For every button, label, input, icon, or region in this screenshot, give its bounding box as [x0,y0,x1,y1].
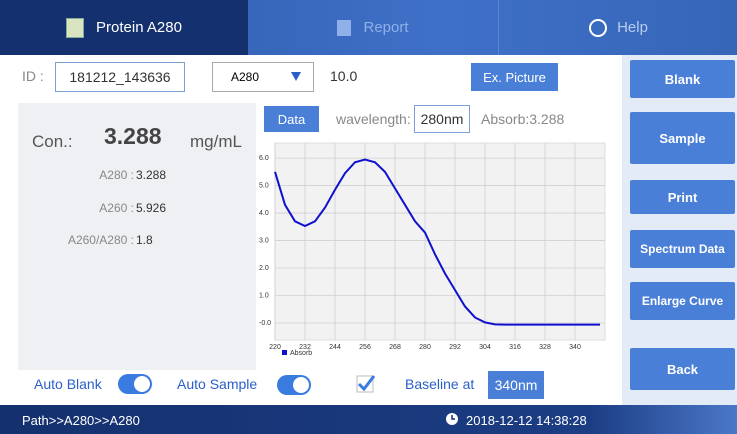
status-path: Path>>A280>>A280 [22,413,140,428]
side-button[interactable]: Spectrum Data [630,230,735,268]
tab[interactable]: Protein A280 [0,0,248,55]
reading-label: A260/A280 : [67,233,134,247]
x-tick-label: 280 [419,344,431,351]
id-input[interactable]: 181212_143636 [55,62,185,92]
side-button[interactable]: Blank [630,60,735,98]
con-unit: mg/mL [190,132,242,151]
x-tick-label: 316 [509,344,521,351]
x-tick-label: 304 [479,344,491,351]
con-value: 3.288 [104,123,162,149]
x-tick-label: 244 [329,344,341,351]
clock-icon [446,413,458,425]
tab-label: Report [363,19,409,36]
legend-swatch [282,350,287,355]
wavelength-label: wavelength: [336,111,411,127]
baseline-checkbox[interactable] [356,374,376,394]
x-tick-label: 292 [449,344,461,351]
x-tick-label: 220 [269,344,281,351]
plot-area [274,142,606,341]
reading-value: 3.288 [136,168,167,182]
select[interactable]: A280 [212,62,314,92]
y-tick-label: 5.0 [259,182,269,189]
x-tick-label: 256 [359,344,371,351]
tab-icon [66,17,85,38]
side-button[interactable]: Sample [630,112,735,164]
tab-icon [589,18,608,37]
auto-blank-toggle[interactable] [118,374,152,394]
series-line [274,158,600,326]
absorb-readout: Absorb:3.288 [481,111,565,127]
y-tick-label: 1.0 [259,292,269,299]
reading-label: A280 : [99,168,134,182]
baseline-value[interactable]: 340nm [488,371,544,399]
auto-sample-toggle[interactable] [276,374,312,396]
x-tick-label: 328 [539,344,551,351]
x-tick-label: 340 [569,344,581,351]
factor: 10.0 [330,68,358,84]
x-tick-label: 232 [299,344,311,351]
side-button[interactable]: Enlarge Curve [630,282,735,320]
y-tick-label: 2.0 [259,265,269,272]
result-panel [18,103,256,370]
y-tick-label: -0.0 [259,320,271,327]
x-tick-label: 268 [389,344,401,351]
select-value: A280 [231,70,260,84]
chart: -0.0 1.0 2.0 3.0 4.0 5.0 6.0 220 232 244 256 268 280… [259,142,606,357]
tab-label: Help [617,19,648,36]
reading-label: A260 : [99,201,134,215]
status-datetime: 2018-12-12 14:38:28 [466,413,587,428]
side-button[interactable]: Print [630,180,735,214]
legend-label: Absorb [290,350,312,357]
id-label: ID : [22,68,44,84]
tab[interactable]: Report [248,0,498,55]
y-tick-label: 4.0 [259,210,269,217]
auto-blank-label: Auto Blank [34,376,102,392]
wavelength-input[interactable]: 280nm [414,105,470,133]
y-tick-label: 3.0 [259,237,269,244]
tab-label: Protein A280 [96,19,182,36]
side-button[interactable]: Back [630,348,735,390]
auto-sample-label: Auto Sample [177,376,258,392]
select-arrow [291,72,301,81]
baseline-label: Baseline at [405,376,475,392]
tab-icon [337,19,352,36]
tab[interactable]: Help [498,0,737,55]
data-button[interactable]: Data [264,106,319,132]
status-bar [0,405,737,434]
reading-value: 1.8 [136,233,153,247]
y-tick-label: 6.0 [259,155,269,162]
ex-picture-button[interactable]: Ex. Picture [471,63,558,91]
reading-value: 5.926 [136,201,167,215]
con-label: Con.: [32,132,73,151]
